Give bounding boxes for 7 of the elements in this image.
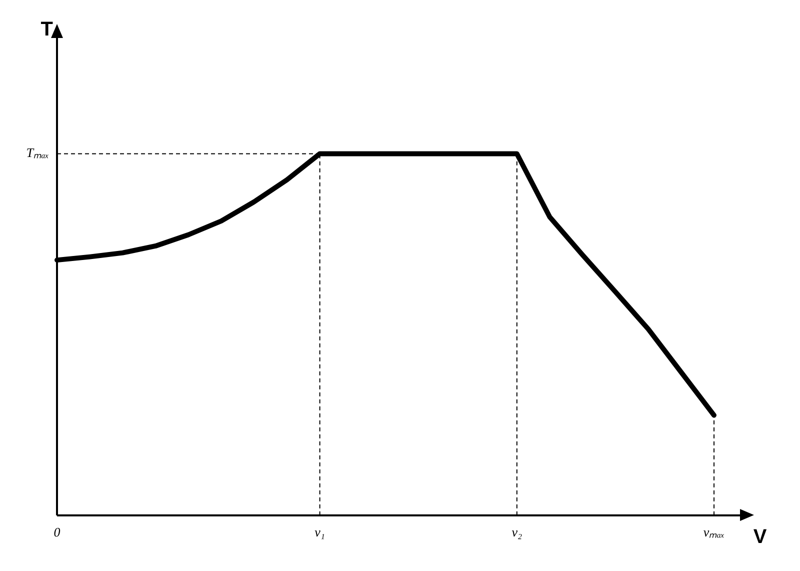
x-axis-title: V xyxy=(753,526,768,548)
x-tick-label: vₘₐₓ xyxy=(703,524,725,540)
ref-line-label: Tₘₐₓ xyxy=(26,145,50,160)
x-tick-label: v₁ xyxy=(314,524,325,540)
text: T xyxy=(40,18,53,41)
x-tick-label: v₂ xyxy=(512,524,523,540)
x-tick-label: 0 xyxy=(54,524,61,540)
